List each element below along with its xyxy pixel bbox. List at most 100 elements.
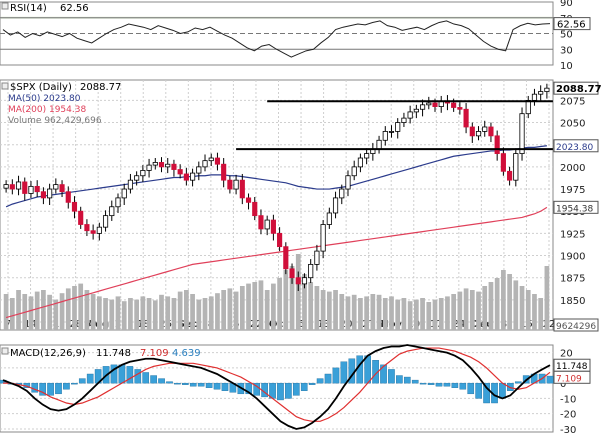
price-tick-label: 2000 bbox=[560, 163, 585, 174]
volume-bar bbox=[252, 282, 258, 330]
volume-bar bbox=[426, 302, 432, 330]
candle-body bbox=[395, 122, 401, 132]
macd-hist-bar bbox=[110, 364, 118, 384]
candle-body bbox=[277, 232, 283, 248]
candle-body bbox=[432, 102, 438, 107]
macd-title: MACD(12,26,9) bbox=[10, 348, 86, 359]
volume-bar bbox=[482, 286, 488, 330]
price-tick-label: 1850 bbox=[560, 296, 585, 307]
candle-body bbox=[339, 188, 345, 199]
candle-body bbox=[308, 263, 314, 279]
volume-bar bbox=[451, 294, 457, 330]
volume-bar bbox=[78, 283, 84, 330]
candle-body bbox=[109, 206, 115, 217]
volume-bar bbox=[494, 278, 500, 330]
price-legend-entry: MA(200) 1954.38 bbox=[8, 105, 86, 115]
volume-bar bbox=[320, 290, 326, 330]
macd-legend-swatch bbox=[1, 347, 9, 355]
volume-bar bbox=[314, 286, 320, 330]
volume-bar bbox=[351, 294, 357, 330]
candle-body bbox=[245, 197, 252, 203]
volume-bar bbox=[358, 298, 363, 330]
volume-bar bbox=[295, 254, 301, 330]
volume-bar bbox=[65, 288, 71, 330]
macd-hist-bar bbox=[316, 378, 324, 384]
price-legend-entry: Volume 962,429,696 bbox=[8, 116, 102, 126]
macd-last-label: 7.109 bbox=[556, 374, 582, 384]
volume-bar bbox=[420, 298, 425, 330]
candle-body bbox=[221, 163, 227, 181]
price-frame bbox=[0, 79, 554, 331]
candle-body bbox=[78, 210, 84, 225]
macd-last-label: 11.748 bbox=[556, 362, 588, 372]
candle-body bbox=[419, 104, 426, 110]
candle-body bbox=[413, 108, 419, 113]
macd-hist-bar bbox=[126, 366, 134, 384]
volume-bar bbox=[90, 294, 96, 330]
volume-bar bbox=[432, 299, 438, 330]
volume-bar bbox=[407, 301, 413, 330]
candle-body bbox=[345, 175, 351, 190]
volume-bar bbox=[103, 298, 108, 330]
macd-hist-bar bbox=[277, 382, 284, 401]
candle-body bbox=[214, 157, 221, 165]
candle-body bbox=[84, 224, 90, 232]
candle-body bbox=[488, 126, 494, 137]
volume-bar bbox=[370, 294, 376, 330]
candle-body bbox=[500, 153, 506, 172]
volume-bar bbox=[146, 298, 152, 330]
volume-bar bbox=[246, 283, 251, 330]
volume-bar bbox=[463, 288, 469, 330]
rsi-line bbox=[2, 20, 551, 58]
volume-bar bbox=[538, 298, 544, 330]
volume-bar bbox=[9, 298, 15, 330]
candle-body bbox=[59, 184, 65, 193]
candle-body bbox=[196, 166, 202, 174]
volume-bar bbox=[469, 290, 475, 330]
volume-bar bbox=[389, 296, 394, 330]
price-x-label: 6 bbox=[298, 319, 304, 330]
volume-bar bbox=[72, 286, 77, 330]
macd-hist-bar bbox=[86, 373, 94, 384]
macd-hist-bar bbox=[499, 382, 506, 399]
macd-hist-bar bbox=[324, 373, 332, 384]
candle-body bbox=[134, 175, 140, 181]
macd-last-box bbox=[553, 370, 591, 384]
candle-body bbox=[482, 126, 488, 132]
candle-body bbox=[233, 179, 239, 190]
volume-bar bbox=[413, 299, 419, 330]
macd-hist-bar bbox=[174, 382, 181, 385]
candle-body bbox=[364, 153, 370, 159]
macd-hist-bar bbox=[245, 382, 253, 395]
volume-bar bbox=[196, 299, 202, 330]
rsi-last-box bbox=[553, 17, 591, 31]
macd-hist-bar bbox=[388, 369, 395, 384]
candle-body bbox=[463, 108, 469, 128]
volume-bar bbox=[239, 286, 245, 330]
macd-hist-bar bbox=[47, 382, 54, 396]
price-panel: 7142128Aug111825Sep81522Oct6132027Nov101… bbox=[0, 79, 602, 332]
price-tick-label: 1900 bbox=[560, 252, 585, 263]
volume-bar bbox=[177, 291, 183, 330]
macd-hist-bar bbox=[396, 375, 403, 384]
volume-bar bbox=[382, 298, 388, 330]
volume-bar bbox=[507, 274, 512, 330]
macd-hist-bar bbox=[118, 364, 126, 384]
candle-body bbox=[71, 201, 78, 212]
volume-bar bbox=[215, 293, 220, 330]
candle-body bbox=[320, 224, 326, 252]
macd-tick-label: -10 bbox=[560, 394, 576, 405]
macd-hist-bar bbox=[507, 382, 514, 391]
macd-hist-bar bbox=[483, 382, 490, 404]
volume-bar bbox=[28, 296, 34, 330]
candle-body bbox=[525, 99, 531, 115]
macd-hist-bar bbox=[78, 378, 86, 384]
candle-body bbox=[283, 246, 289, 270]
candle-body bbox=[388, 131, 395, 133]
candle-body bbox=[513, 153, 519, 181]
macd-hist-bar bbox=[356, 355, 364, 384]
volume-bar bbox=[438, 298, 444, 330]
price-x-label: 15 bbox=[227, 319, 240, 330]
candle-body bbox=[382, 131, 388, 141]
